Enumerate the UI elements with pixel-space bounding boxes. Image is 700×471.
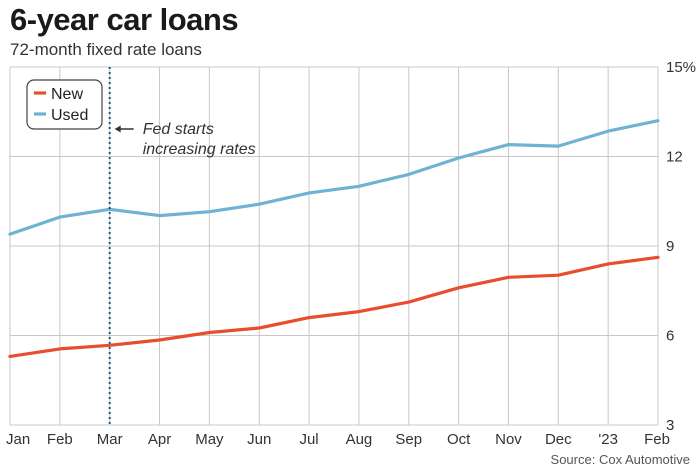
x-tick-label: Jul (299, 431, 318, 448)
x-tick-label: Feb (47, 431, 73, 448)
x-tick-label: Apr (148, 431, 171, 448)
x-tick-label: Aug (346, 431, 373, 448)
annotation-text-line2: increasing rates (143, 141, 256, 158)
x-tick-label: Jun (247, 431, 271, 448)
legend-label-used: Used (51, 107, 88, 124)
y-tick-label: 3 (666, 417, 674, 434)
chart-subtitle: 72-month fixed rate loans (10, 40, 202, 59)
x-tick-label: Sep (395, 431, 422, 448)
x-tick-label: Mar (97, 431, 123, 448)
x-tick-label: May (195, 431, 224, 448)
series-lines (8, 119, 660, 358)
x-tick-label: Dec (545, 431, 572, 448)
x-tick-label: Feb (644, 431, 670, 448)
x-axis-ticks: Jan Feb Mar Apr May Jun Jul Aug Sep Oct Nov Dec '23 F… (6, 431, 670, 448)
y-tick-label: 9 (666, 238, 674, 255)
series-line-new (8, 255, 660, 358)
legend-label-new: New (51, 86, 83, 103)
y-tick-label: 6 (666, 328, 674, 345)
y-axis-ticks: 3 6 9 12 15% (666, 59, 696, 434)
x-tick-label: Oct (447, 431, 471, 448)
chart-title: 6-year car loans (10, 2, 239, 37)
annotation-arrowhead (114, 125, 121, 133)
x-tick-label: Jan (6, 431, 30, 448)
fed-annotation: Fed starts increasing rates (108, 67, 256, 425)
series-line-used (8, 119, 660, 236)
source-note: Source: Cox Automotive (550, 452, 690, 467)
chart-legend: New Used (26, 79, 103, 130)
chart-gridlines (9, 66, 659, 426)
x-tick-label: Nov (495, 431, 522, 448)
y-tick-label: 12 (666, 149, 683, 166)
x-tick-label: '23 (598, 431, 618, 448)
y-tick-label: 15% (666, 59, 696, 76)
annotation-text-line1: Fed starts (143, 121, 214, 138)
